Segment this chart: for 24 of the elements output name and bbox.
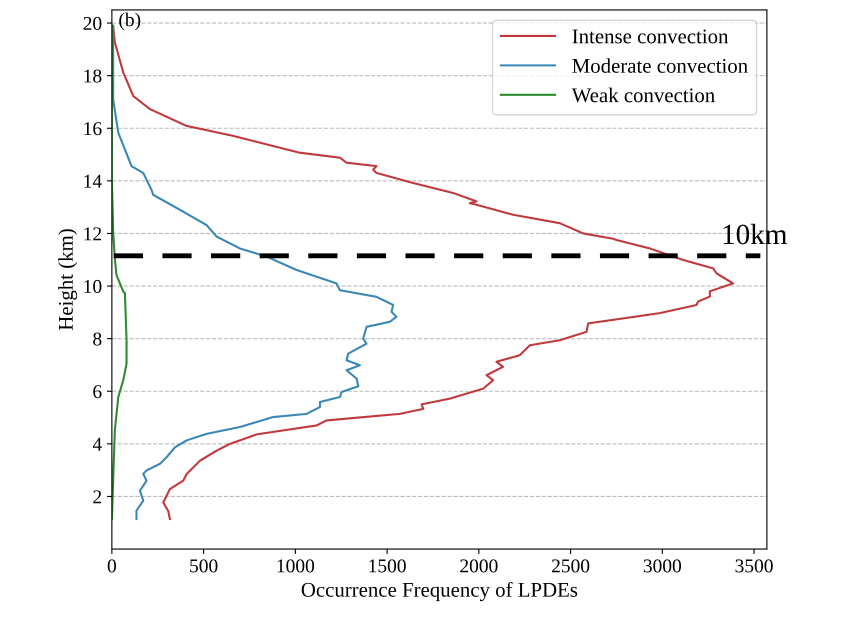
- y-tick-label: 16: [84, 122, 102, 136]
- y-tick-label: 20: [84, 16, 102, 30]
- y-tick-label: 18: [84, 69, 102, 83]
- x-axis-title: Occurrence Frequency of LPDEs: [302, 582, 578, 602]
- y-tick-label: 2: [93, 490, 102, 504]
- y-tick-label: 14: [84, 174, 102, 188]
- x-tick-label: 3500: [736, 559, 773, 572]
- legend-label: Intense convection: [572, 29, 728, 44]
- legend-label: Moderate convection: [572, 58, 748, 73]
- y-tick-label: 6: [93, 385, 102, 398]
- x-tick-label: 2500: [552, 559, 590, 572]
- x-tick-label: 2000: [460, 559, 498, 572]
- x-tick-label: 1500: [369, 559, 406, 572]
- y-axis-title: Height (km): [58, 229, 78, 330]
- x-tick-label: 500: [190, 559, 218, 572]
- y-tick-label: 8: [93, 332, 102, 346]
- annotation: (b): [119, 12, 140, 30]
- x-tick-label: 0: [108, 559, 116, 572]
- x-tick-label: 3000: [644, 559, 682, 572]
- y-tick-label: 4: [92, 438, 102, 451]
- y-tick-label: 12: [84, 227, 102, 240]
- y-tick-label: 10: [84, 280, 102, 293]
- x-tick-label: 1000: [278, 559, 314, 572]
- legend-label: Weak convection: [572, 88, 715, 102]
